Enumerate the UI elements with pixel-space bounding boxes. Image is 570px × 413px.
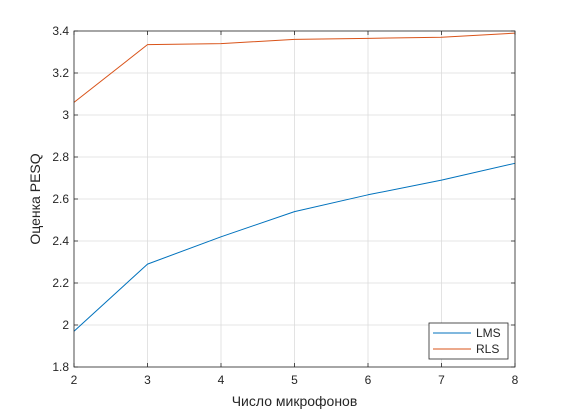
y-tick-label: 3.4 xyxy=(52,24,69,38)
x-tick-label: 3 xyxy=(144,373,151,387)
y-tick-label: 2.4 xyxy=(52,234,69,248)
x-tick-label: 6 xyxy=(365,373,372,387)
y-tick-label: 1.8 xyxy=(52,360,69,374)
x-tick-label: 2 xyxy=(71,373,78,387)
x-axis-label: Число микрофонов xyxy=(232,393,358,409)
x-tick-label: 5 xyxy=(291,373,298,387)
y-axis-label: Оценка PESQ xyxy=(27,153,43,244)
legend: LMS RLS xyxy=(428,322,509,360)
y-tick-labels: 1.8 2 2.2 2.4 2.6 2.8 3 3.2 3.4 xyxy=(52,24,69,374)
y-tick-label: 3 xyxy=(62,108,69,122)
legend-items: LMS RLS xyxy=(433,326,501,356)
y-tick-label: 3.2 xyxy=(52,66,69,80)
tick-marks xyxy=(73,30,516,368)
x-tick-label: 7 xyxy=(438,373,445,387)
x-tick-labels: 2 3 4 5 6 7 8 xyxy=(71,373,519,387)
series-line-lms xyxy=(73,162,516,332)
legend-label-rls: RLS xyxy=(476,342,499,356)
series-layer xyxy=(73,32,516,332)
x-tick-label: 8 xyxy=(512,373,519,387)
y-tick-label: 2.8 xyxy=(52,150,69,164)
y-tick-label: 2.6 xyxy=(52,192,69,206)
y-tick-label: 2.2 xyxy=(52,276,69,290)
x-tick-label: 4 xyxy=(218,373,225,387)
series-line-rls xyxy=(73,32,516,103)
y-tick-label: 2 xyxy=(62,318,69,332)
legend-box xyxy=(428,322,509,360)
legend-label-lms: LMS xyxy=(476,326,501,340)
